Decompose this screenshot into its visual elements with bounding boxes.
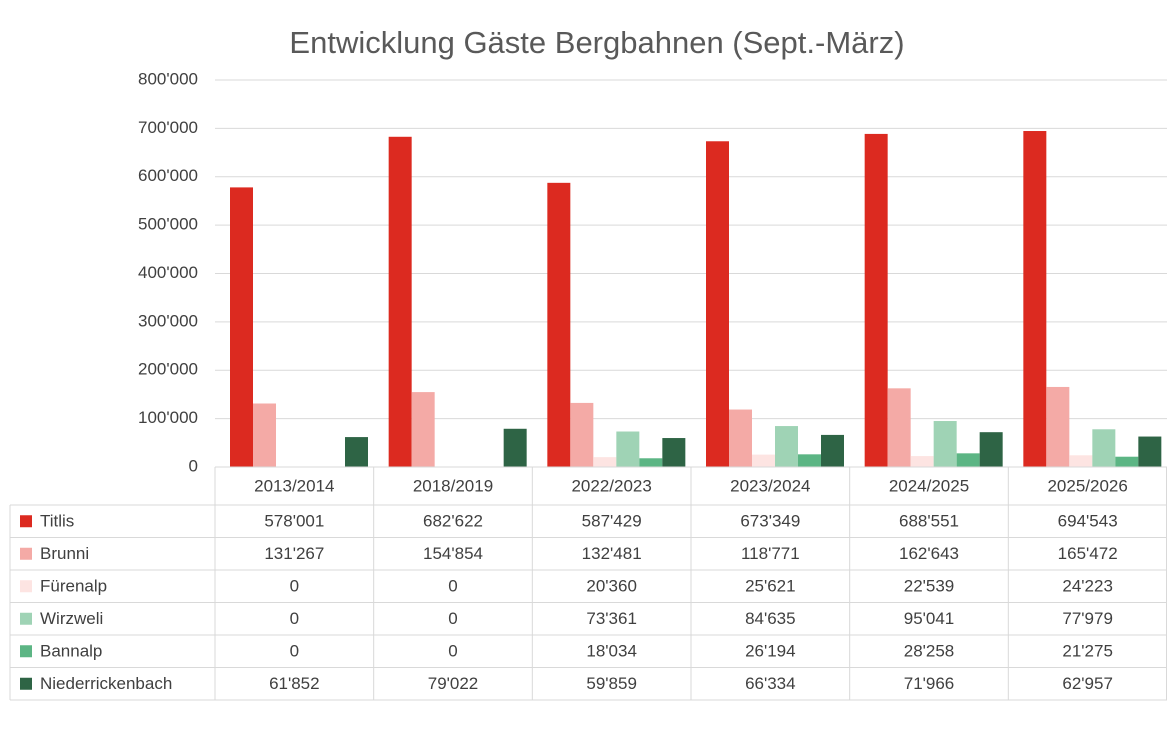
y-tick-label: 800'000 bbox=[138, 69, 198, 88]
legend-key bbox=[20, 645, 32, 658]
bar bbox=[411, 392, 435, 467]
legend-key bbox=[20, 515, 32, 528]
data-label: 25'621 bbox=[745, 577, 796, 596]
x-tick-label: 2024/2025 bbox=[889, 476, 969, 495]
bar bbox=[775, 426, 798, 467]
legend-label: Titlis bbox=[40, 512, 74, 531]
legend-label: Bannalp bbox=[40, 642, 102, 661]
bar bbox=[388, 136, 412, 467]
bar bbox=[570, 402, 594, 467]
bar bbox=[345, 437, 368, 467]
data-label: 18'034 bbox=[586, 642, 637, 661]
data-label: 28'258 bbox=[904, 642, 955, 661]
data-label: 0 bbox=[290, 577, 299, 596]
bar bbox=[887, 388, 911, 467]
bar bbox=[230, 187, 253, 467]
data-label: 682'622 bbox=[423, 512, 483, 531]
bar bbox=[639, 458, 663, 467]
data-label: 118'771 bbox=[741, 544, 800, 563]
data-label: 688'551 bbox=[899, 512, 959, 531]
bar bbox=[933, 421, 957, 467]
data-label: 84'635 bbox=[745, 609, 796, 628]
bar bbox=[1046, 386, 1070, 467]
y-tick-label: 700'000 bbox=[138, 118, 198, 137]
x-tick-label: 2022/2023 bbox=[571, 476, 651, 495]
bar bbox=[864, 133, 888, 467]
bar bbox=[1115, 456, 1139, 467]
data-label: 673'349 bbox=[740, 512, 800, 531]
x-tick-label: 2023/2024 bbox=[730, 476, 810, 495]
bar bbox=[910, 456, 934, 467]
data-label: 79'022 bbox=[428, 674, 479, 693]
data-label: 0 bbox=[448, 609, 457, 628]
data-label: 71'966 bbox=[904, 674, 955, 693]
x-tick-label: 2013/2014 bbox=[254, 476, 334, 495]
data-label: 694'543 bbox=[1058, 512, 1118, 531]
data-label: 61'852 bbox=[269, 674, 320, 693]
data-label: 59'859 bbox=[586, 674, 637, 693]
x-tick-label: 2018/2019 bbox=[413, 476, 493, 495]
data-label: 22'539 bbox=[904, 577, 955, 596]
bar bbox=[729, 409, 752, 467]
data-label: 21'275 bbox=[1062, 642, 1113, 661]
bar bbox=[503, 428, 527, 467]
legend-label: Brunni bbox=[40, 544, 89, 563]
y-tick-label: 500'000 bbox=[138, 215, 198, 234]
y-tick-label: 300'000 bbox=[138, 311, 198, 330]
bar bbox=[547, 182, 571, 467]
bar bbox=[1069, 455, 1093, 467]
bar bbox=[616, 431, 640, 467]
data-label: 162'643 bbox=[899, 544, 959, 563]
data-label: 0 bbox=[290, 642, 299, 661]
data-label: 0 bbox=[290, 609, 299, 628]
bar bbox=[706, 141, 729, 467]
bar bbox=[979, 432, 1003, 467]
data-label: 77'979 bbox=[1062, 609, 1113, 628]
bar bbox=[956, 453, 980, 467]
y-tick-label: 100'000 bbox=[138, 408, 198, 427]
y-tick-label: 200'000 bbox=[138, 360, 198, 379]
legend-key bbox=[20, 580, 32, 593]
data-label: 26'194 bbox=[745, 642, 796, 661]
data-label: 0 bbox=[448, 642, 457, 661]
data-label: 62'957 bbox=[1062, 674, 1113, 693]
bar bbox=[1138, 436, 1162, 467]
legend-label: Niederrickenbach bbox=[40, 674, 172, 693]
data-label: 73'361 bbox=[586, 609, 637, 628]
bar bbox=[821, 434, 844, 467]
legend-label: Wirzweli bbox=[40, 609, 103, 628]
data-label: 95'041 bbox=[904, 609, 955, 628]
legend-key bbox=[20, 547, 32, 560]
data-label: 24'223 bbox=[1062, 577, 1113, 596]
y-tick-label: 0 bbox=[189, 456, 198, 475]
data-label: 132'481 bbox=[582, 544, 642, 563]
bar bbox=[1023, 131, 1047, 467]
data-label: 66'334 bbox=[745, 674, 796, 693]
bar bbox=[662, 438, 686, 467]
bar bbox=[1092, 429, 1116, 467]
bar bbox=[798, 454, 821, 467]
data-label: 578'001 bbox=[264, 512, 324, 531]
legend-key bbox=[20, 677, 32, 690]
data-label: 154'854 bbox=[423, 544, 483, 563]
data-label: 0 bbox=[448, 577, 457, 596]
bar bbox=[593, 457, 617, 467]
data-label: 587'429 bbox=[582, 512, 642, 531]
legend-label: Fürenalp bbox=[40, 577, 107, 596]
x-tick-label: 2025/2026 bbox=[1047, 476, 1127, 495]
data-label: 131'267 bbox=[264, 544, 324, 563]
chart-title: Entwicklung Gäste Bergbahnen (Sept.-März… bbox=[289, 25, 904, 60]
y-tick-label: 600'000 bbox=[138, 166, 198, 185]
bar bbox=[253, 403, 276, 467]
bar bbox=[752, 454, 775, 467]
legend-key bbox=[20, 612, 32, 625]
data-label: 165'472 bbox=[1058, 544, 1118, 563]
y-tick-label: 400'000 bbox=[138, 263, 198, 282]
data-label: 20'360 bbox=[586, 577, 637, 596]
